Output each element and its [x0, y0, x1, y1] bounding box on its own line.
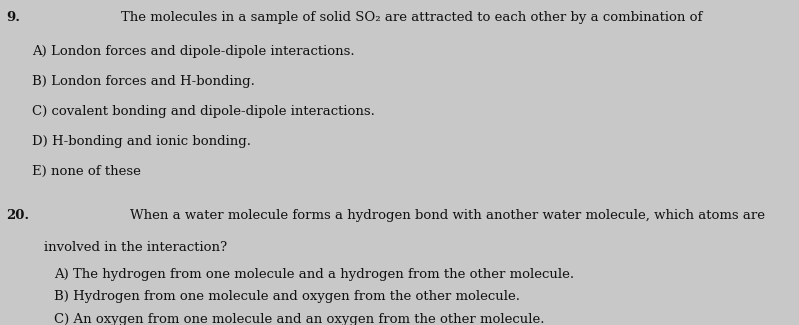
Text: D) H-bonding and ionic bonding.: D) H-bonding and ionic bonding.: [32, 135, 251, 148]
Text: B) Hydrogen from one molecule and oxygen from the other molecule.: B) Hydrogen from one molecule and oxygen…: [54, 290, 520, 303]
Text: involved in the interaction?: involved in the interaction?: [44, 241, 227, 254]
Text: 9.: 9.: [6, 11, 21, 24]
Text: A) The hydrogen from one molecule and a hydrogen from the other molecule.: A) The hydrogen from one molecule and a …: [54, 268, 574, 281]
Text: E) none of these: E) none of these: [32, 165, 141, 178]
Text: A) London forces and dipole-dipole interactions.: A) London forces and dipole-dipole inter…: [32, 46, 355, 58]
Text: C) covalent bonding and dipole-dipole interactions.: C) covalent bonding and dipole-dipole in…: [32, 105, 375, 118]
Text: 20.: 20.: [6, 209, 30, 222]
Text: The molecules in a sample of solid SO₂ are attracted to each other by a combinat: The molecules in a sample of solid SO₂ a…: [121, 11, 702, 24]
Text: B) London forces and H-bonding.: B) London forces and H-bonding.: [32, 75, 255, 88]
Text: C) An oxygen from one molecule and an oxygen from the other molecule.: C) An oxygen from one molecule and an ox…: [54, 313, 545, 325]
Text: When a water molecule forms a hydrogen bond with another water molecule, which a: When a water molecule forms a hydrogen b…: [130, 209, 765, 222]
